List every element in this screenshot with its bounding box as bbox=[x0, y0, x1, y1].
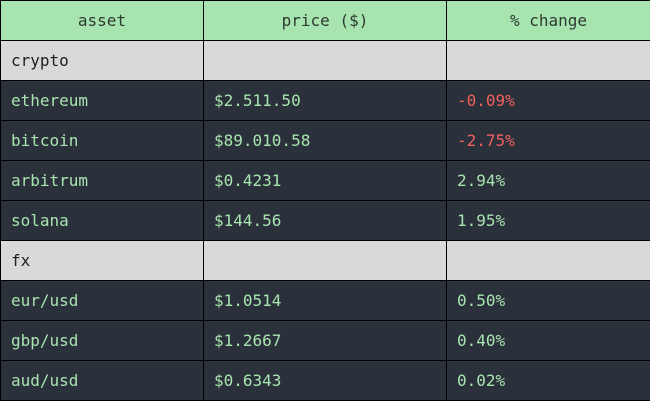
table-row: bitcoin $89.010.58 -2.75% bbox=[0, 120, 650, 161]
group-row-crypto: crypto bbox=[0, 40, 650, 81]
change-cell: -0.09% bbox=[446, 80, 650, 121]
change-cell: 2.94% bbox=[446, 160, 650, 201]
change-cell: 0.40% bbox=[446, 320, 650, 361]
price-cell: $89.010.58 bbox=[203, 120, 447, 161]
group-empty-cell bbox=[203, 40, 447, 81]
change-cell: 0.02% bbox=[446, 360, 650, 401]
table-row: arbitrum $0.4231 2.94% bbox=[0, 160, 650, 201]
group-empty-cell bbox=[446, 40, 650, 81]
asset-cell: ethereum bbox=[0, 80, 204, 121]
group-label: fx bbox=[0, 240, 204, 281]
asset-cell: solana bbox=[0, 200, 204, 241]
table-row: aud/usd $0.6343 0.02% bbox=[0, 360, 650, 401]
asset-cell: gbp/usd bbox=[0, 320, 204, 361]
change-cell: 1.95% bbox=[446, 200, 650, 241]
price-cell: $144.56 bbox=[203, 200, 447, 241]
group-row-fx: fx bbox=[0, 240, 650, 281]
column-header-change: % change bbox=[446, 0, 650, 41]
column-header-asset: asset bbox=[0, 0, 204, 41]
price-cell: $0.6343 bbox=[203, 360, 447, 401]
asset-cell: arbitrum bbox=[0, 160, 204, 201]
group-empty-cell bbox=[203, 240, 447, 281]
asset-cell: eur/usd bbox=[0, 280, 204, 321]
price-cell: $1.2667 bbox=[203, 320, 447, 361]
price-cell: $2.511.50 bbox=[203, 80, 447, 121]
group-empty-cell bbox=[446, 240, 650, 281]
table-row: eur/usd $1.0514 0.50% bbox=[0, 280, 650, 321]
table-row: solana $144.56 1.95% bbox=[0, 200, 650, 241]
asset-cell: aud/usd bbox=[0, 360, 204, 401]
column-header-price: price ($) bbox=[203, 0, 447, 41]
change-cell: 0.50% bbox=[446, 280, 650, 321]
change-cell: -2.75% bbox=[446, 120, 650, 161]
header-row: asset price ($) % change bbox=[0, 0, 650, 41]
price-cell: $0.4231 bbox=[203, 160, 447, 201]
group-label: crypto bbox=[0, 40, 204, 81]
table-row: gbp/usd $1.2667 0.40% bbox=[0, 320, 650, 361]
asset-cell: bitcoin bbox=[0, 120, 204, 161]
price-cell: $1.0514 bbox=[203, 280, 447, 321]
table-row: ethereum $2.511.50 -0.09% bbox=[0, 80, 650, 121]
